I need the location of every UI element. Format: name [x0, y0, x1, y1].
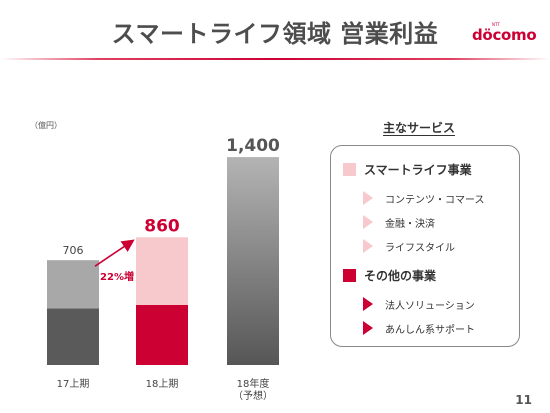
page-number: 11 [515, 393, 532, 407]
services-heading: 主なサービス [383, 121, 456, 135]
bar-17-lower [47, 308, 99, 365]
red-triangle-icon [363, 321, 373, 335]
service-item: あんしん系サポート [363, 320, 475, 336]
bar-18-other [136, 304, 188, 365]
logo-wordmark: döcomo [472, 26, 537, 44]
value-label-18-fy: 1,400 [226, 136, 280, 156]
category-label: 17上期 [57, 378, 90, 390]
service-group-label: スマートライフ事業 [364, 162, 472, 177]
service-item-label: 法人ソリューション [385, 300, 475, 312]
pink-triangle-icon [363, 239, 373, 253]
other-swatch [343, 268, 356, 282]
category-label: 18年度 [237, 377, 270, 390]
title-underline-rule [0, 58, 550, 60]
service-item-label: あんしん系サポート [385, 324, 475, 336]
services-panel: スマートライフ事業 コンテンツ・コマース 金融・決済 ライフスタイル その他の事… [330, 145, 520, 347]
service-item-label: 金融・決済 [385, 218, 435, 230]
growth-annotation: 22%増 [100, 270, 134, 283]
service-item: 金融・決済 [363, 214, 435, 230]
value-label-17: 706 [63, 244, 84, 257]
service-item: ライフスタイル [363, 238, 455, 254]
service-group-other: その他の事業 [343, 266, 436, 284]
service-item: 法人ソリューション [363, 296, 475, 312]
pink-triangle-icon [363, 191, 373, 205]
slide-title: スマートライフ領域 営業利益 [111, 20, 439, 48]
bar-18-smartlife [136, 237, 188, 305]
service-item-label: ライフスタイル [385, 242, 455, 254]
service-item: コンテンツ・コマース [363, 190, 485, 206]
red-triangle-icon [363, 297, 373, 311]
ntt-mark: NTT [492, 22, 500, 27]
category-label: （予想） [233, 389, 273, 402]
bar-18-fy-forecast [227, 157, 279, 365]
smartlife-swatch [343, 162, 356, 176]
service-item-label: コンテンツ・コマース [385, 194, 485, 206]
growth-arrow [94, 239, 135, 267]
docomo-logo: NTT döcomo [472, 22, 542, 46]
bar-17-upper [47, 260, 99, 309]
pink-triangle-icon [363, 215, 373, 229]
unit-label: （億円） [30, 120, 62, 130]
value-label-18: 860 [144, 216, 180, 236]
service-group-smartlife: スマートライフ事業 [343, 160, 472, 178]
service-group-label: その他の事業 [364, 268, 437, 283]
bar-chart: （億円） 706 860 1,400 22%増 17上期 18上期 18年度（予想） [30, 120, 280, 402]
category-label: 18上期 [146, 378, 179, 390]
